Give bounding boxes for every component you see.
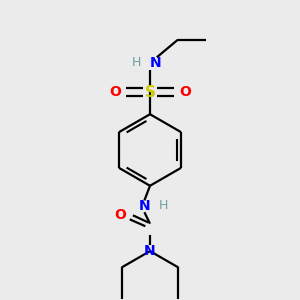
Text: N: N (144, 244, 156, 258)
Text: H: H (132, 56, 142, 69)
Text: H: H (158, 200, 168, 212)
Text: O: O (179, 85, 191, 100)
Text: N: N (150, 56, 161, 70)
Text: S: S (145, 85, 155, 100)
Text: O: O (109, 85, 121, 100)
Text: N: N (139, 199, 150, 213)
Text: O: O (114, 208, 126, 222)
